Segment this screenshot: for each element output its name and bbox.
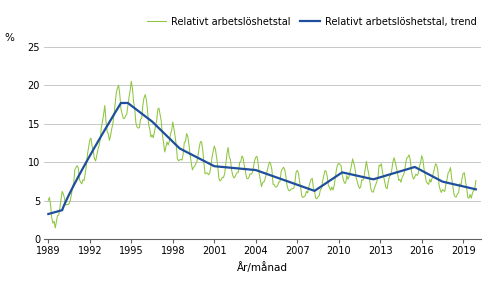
- Line: Relativt arbetslöshetstal, trend: Relativt arbetslöshetstal, trend: [48, 103, 476, 214]
- Relativt arbetslöshetstal: [192, 164, 198, 168]
- Relativt arbetslöshetstal, trend: [264, 172, 270, 176]
- Relativt arbetslöshetstal: [361, 174, 367, 178]
- Text: %: %: [5, 33, 15, 43]
- Relativt arbetslöshetstal: [266, 164, 272, 167]
- Relativt arbetslöshetstal: [128, 79, 134, 83]
- Line: Relativt arbetslöshetstal: Relativt arbetslöshetstal: [48, 81, 476, 228]
- Relativt arbetslöshetstal: [117, 93, 123, 96]
- X-axis label: År/månad: År/månad: [237, 262, 288, 273]
- Relativt arbetslöshetstal, trend: [45, 212, 51, 216]
- Relativt arbetslöshetstal: [473, 179, 479, 182]
- Legend: Relativt arbetslöshetstal, Relativt arbetslöshetstal, trend: Relativt arbetslöshetstal, Relativt arbe…: [147, 17, 476, 27]
- Relativt arbetslöshetstal, trend: [100, 132, 106, 135]
- Relativt arbetslöshetstal, trend: [360, 175, 366, 179]
- Relativt arbetslöshetstal, trend: [465, 186, 471, 189]
- Relativt arbetslöshetstal: [45, 199, 51, 202]
- Relativt arbetslöshetstal: [466, 197, 472, 200]
- Relativt arbetslöshetstal, trend: [191, 154, 196, 157]
- Relativt arbetslöshetstal, trend: [116, 105, 122, 109]
- Relativt arbetslöshetstal, trend: [473, 187, 479, 191]
- Relativt arbetslöshetstal: [53, 226, 58, 230]
- Relativt arbetslöshetstal: [101, 112, 107, 116]
- Relativt arbetslöshetstal, trend: [119, 101, 125, 105]
